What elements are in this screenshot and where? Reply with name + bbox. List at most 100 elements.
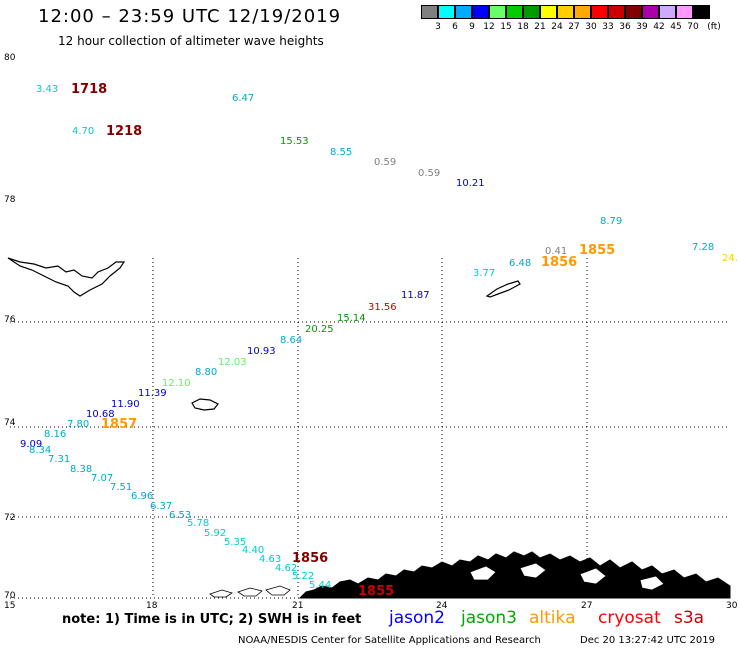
legend-label: 3 xyxy=(435,22,441,32)
wave-height-value: 3.43 xyxy=(36,84,58,95)
legend-label: 6 xyxy=(452,22,458,32)
wave-height-value: 5.78 xyxy=(187,518,209,529)
legend-swatch xyxy=(455,5,472,19)
lon-label: 15 xyxy=(4,601,15,611)
kong-karls-land-coastline xyxy=(485,280,521,298)
wave-height-value: 4.63 xyxy=(259,554,281,565)
wave-height-value: 10.21 xyxy=(456,178,485,189)
legend-swatch xyxy=(693,5,710,19)
island xyxy=(579,567,607,585)
wave-height-value: 12.10 xyxy=(162,378,191,389)
time-label: 1857 xyxy=(101,417,137,432)
legend-unit: (ft) xyxy=(707,22,721,32)
norway-fjord-islands xyxy=(209,562,665,598)
units-note: note: 1) Time is in UTC; 2) SWH is in fe… xyxy=(62,612,362,627)
wave-height-value: 6.53 xyxy=(169,510,191,521)
wave-height-value: 5.22 xyxy=(292,571,314,582)
latitude-labels: 80 78 76 74 72 70 xyxy=(4,53,16,601)
satellite-cryosat: cryosat xyxy=(598,608,661,628)
lon-label: 24 xyxy=(436,601,448,611)
time-label: 1855 xyxy=(579,243,615,258)
time-label: 1855 xyxy=(358,584,394,599)
wave-height-value: 0.41 xyxy=(545,246,567,257)
legend-swatch xyxy=(557,5,574,19)
wave-height-value: 5.92 xyxy=(204,528,226,539)
wave-height-value: 11.90 xyxy=(111,399,140,410)
legend-swatch xyxy=(642,5,659,19)
lon-label: 27 xyxy=(581,601,592,611)
wave-height-value: 6.48 xyxy=(509,258,531,269)
wave-height-value: 8.38 xyxy=(70,464,92,475)
wave-height-value: 7.28 xyxy=(692,242,714,253)
bear-island-coastline xyxy=(191,398,219,411)
satellite-altika: altika xyxy=(529,608,576,628)
map-title: 12:00 – 23:59 UTC 12/19/2019 xyxy=(38,6,342,27)
legend-label: 9 xyxy=(469,22,475,32)
wave-height-value: 6.96 xyxy=(131,491,153,502)
wave-height-value: 10.93 xyxy=(247,346,276,357)
legend-label: 21 xyxy=(534,22,546,32)
legend-swatch xyxy=(523,5,540,19)
wave-height-value: 9.09 xyxy=(20,439,42,450)
satellite-s3a: s3a xyxy=(674,608,705,628)
lon-label: 21 xyxy=(292,601,303,611)
satellite-jason2: jason2 xyxy=(389,608,445,628)
wave-height-value: 7.07 xyxy=(91,473,113,484)
legend-label: 12 xyxy=(483,22,495,32)
satellite-jason3: jason3 xyxy=(461,608,517,628)
legend-swatch xyxy=(625,5,642,19)
footer-timestamp: Dec 20 13:27:42 UTC 2019 xyxy=(580,635,715,646)
svalbard-coastline xyxy=(7,257,126,297)
legend-swatch xyxy=(608,5,625,19)
wave-height-readings: 3.43 1718 6.47 4.70 1218 15.53 8.55 0.59 0.59 10.… xyxy=(20,82,738,599)
time-label: 1718 xyxy=(71,82,107,97)
lat-label: 78 xyxy=(4,195,16,205)
wave-height-value: 8.16 xyxy=(44,429,66,440)
time-label: 1856 xyxy=(292,551,328,566)
legend-swatch xyxy=(676,5,693,19)
legend-label: 15 xyxy=(500,22,512,32)
longitude-labels: 15 18 21 24 27 30 xyxy=(4,601,738,611)
wave-height-value: 8.79 xyxy=(600,216,622,227)
legend-label: 27 xyxy=(568,22,580,32)
wave-height-value: 4.70 xyxy=(72,126,94,137)
wave-height-value: 3.77 xyxy=(473,268,495,279)
wave-height-value: 24. xyxy=(722,253,738,264)
wave-height-value: 0.59 xyxy=(418,168,440,179)
wave-height-value: 12.03 xyxy=(218,357,247,368)
wave-height-value: 8.34 xyxy=(29,445,51,456)
wave-height-value: 11.87 xyxy=(401,290,430,301)
map-subtitle: 12 hour collection of altimeter wave hei… xyxy=(58,34,324,48)
legend-swatch xyxy=(574,5,591,19)
footer-credit: NOAA/NESDIS Center for Satellite Applica… xyxy=(238,635,541,646)
wave-height-value: 15.53 xyxy=(280,136,309,147)
legend-label: 24 xyxy=(551,22,563,32)
wave-height-value: 5.35 xyxy=(224,537,246,548)
wave-height-value: 7.51 xyxy=(110,482,132,493)
wave-height-value: 0.59 xyxy=(374,157,396,168)
wave-height-value: 6.47 xyxy=(232,93,254,104)
legend-label: 30 xyxy=(585,22,597,32)
norway-coastline xyxy=(298,551,731,599)
legend-swatch xyxy=(591,5,608,19)
lat-label: 76 xyxy=(4,315,16,325)
legend-label: 33 xyxy=(602,22,614,32)
wave-height-value: 5.44 xyxy=(309,580,331,591)
legend-swatch xyxy=(421,5,438,19)
wave-height-value: 10.68 xyxy=(86,409,115,420)
lat-label: 70 xyxy=(4,591,16,601)
lat-label: 74 xyxy=(4,418,16,428)
legend-swatch xyxy=(472,5,489,19)
lat-label: 72 xyxy=(4,513,15,523)
wave-height-value: 6.37 xyxy=(150,501,172,512)
island xyxy=(265,585,291,596)
wave-height-value: 31.56 xyxy=(368,302,397,313)
wave-height-value: 20.25 xyxy=(305,324,334,335)
legend-label: 45 xyxy=(670,22,682,32)
time-label: 1856 xyxy=(541,255,577,270)
legend-label: 39 xyxy=(636,22,648,32)
lon-label: 30 xyxy=(726,601,738,611)
wave-height-value: 4.62 xyxy=(275,563,297,574)
wave-height-value: 8.64 xyxy=(280,335,302,346)
